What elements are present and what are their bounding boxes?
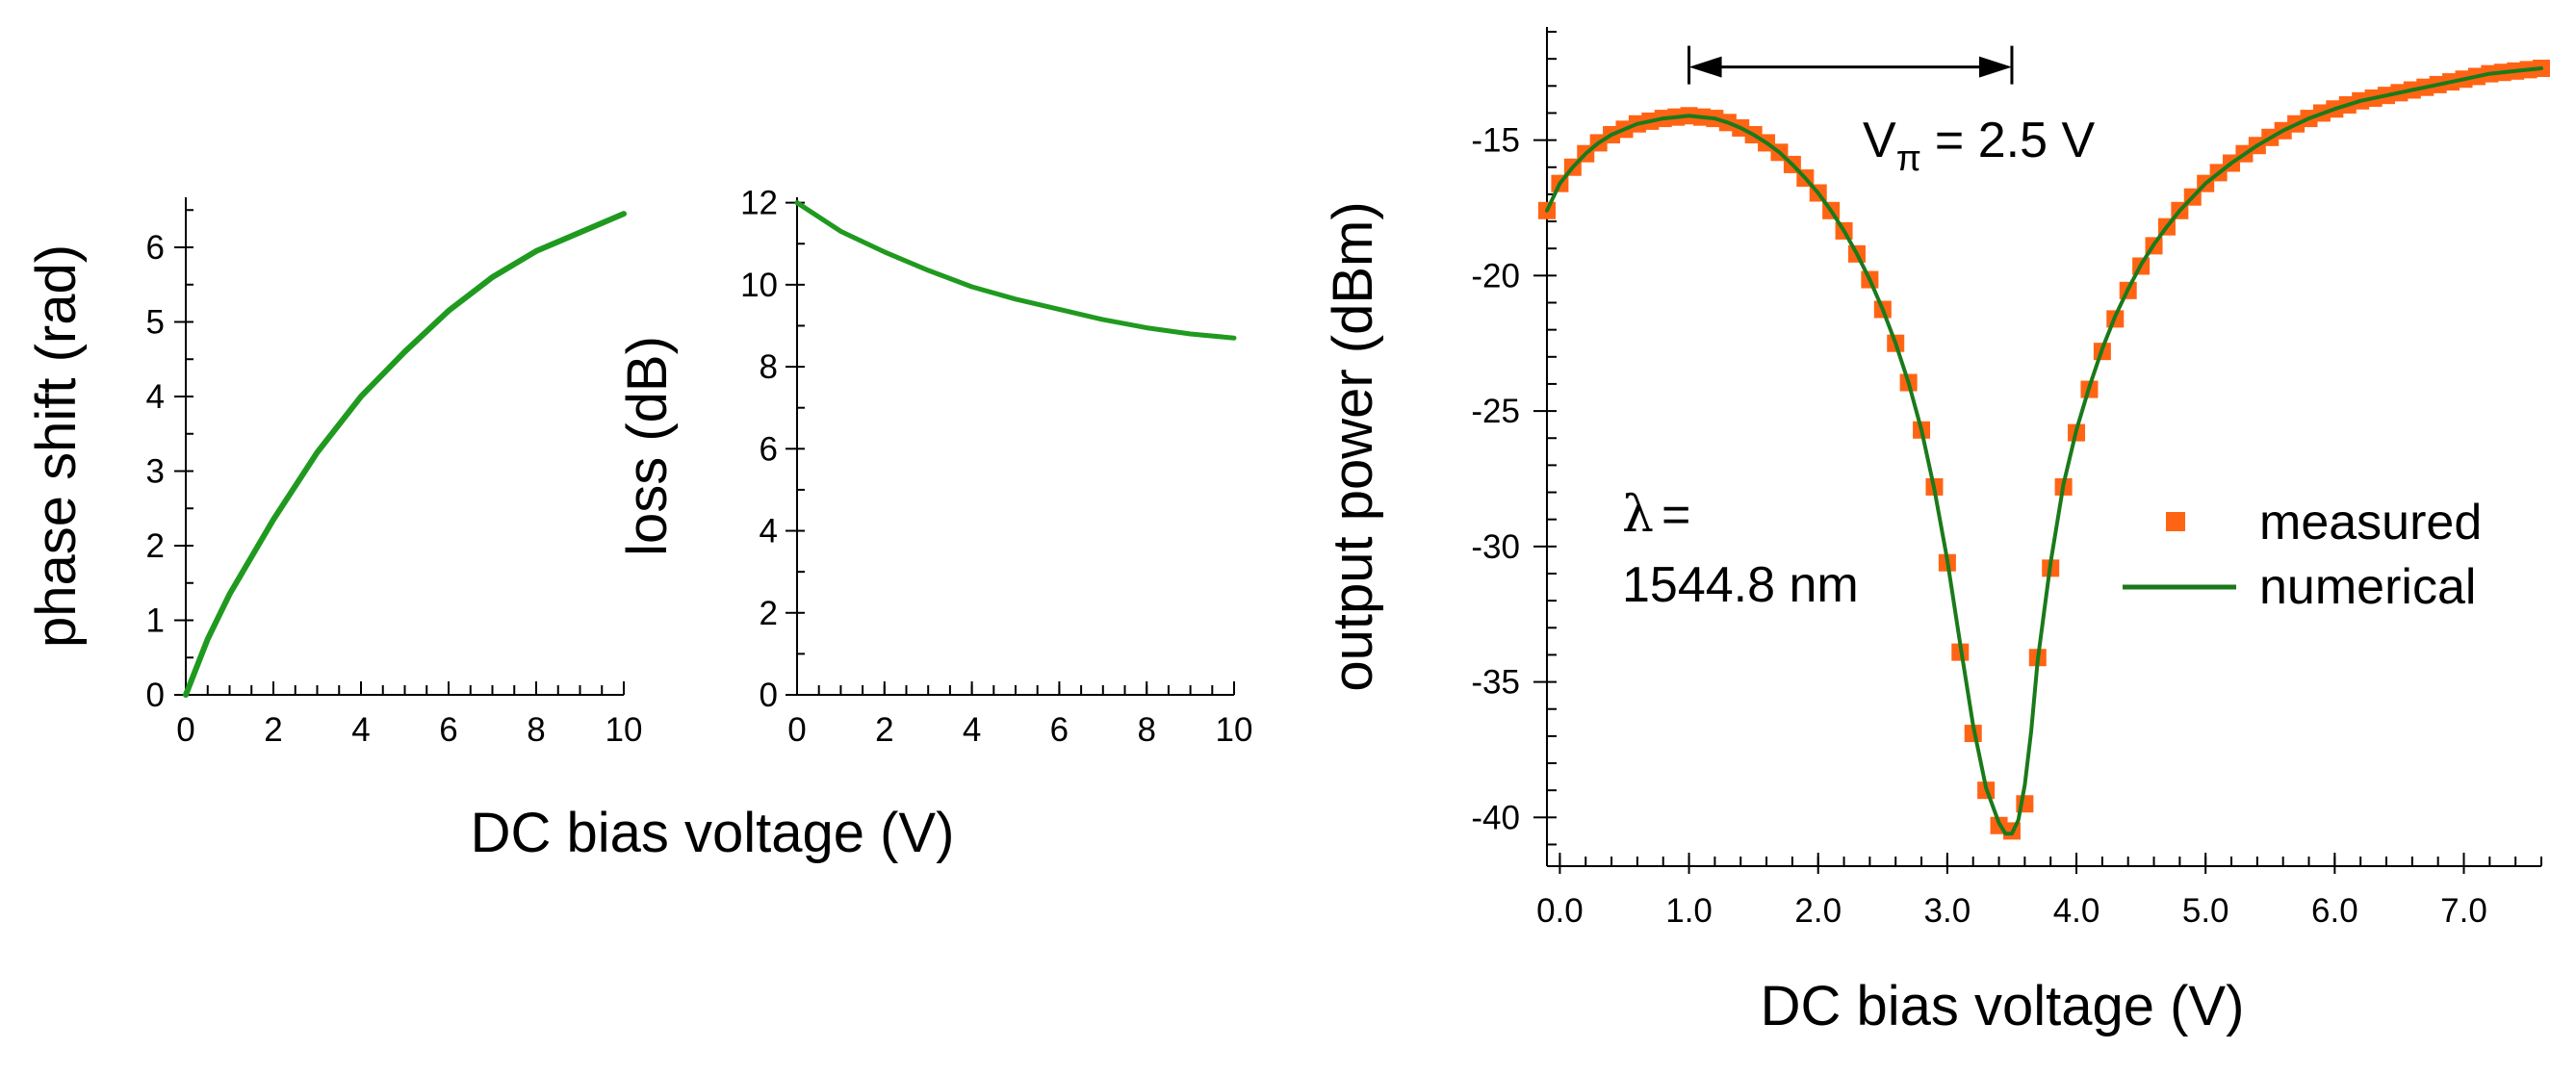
x-axis-title: DC bias voltage (V) bbox=[1761, 975, 2245, 1037]
vpi-label: Vπ = 2.5 V bbox=[1863, 113, 2095, 179]
y-axis-title: phase shift (rad) bbox=[25, 244, 88, 648]
vpi-subscript: π bbox=[1896, 139, 1921, 179]
x-tick-label: 5.0 bbox=[2182, 892, 2229, 930]
x-tick-label: 3.0 bbox=[1924, 892, 1971, 930]
legend-measured-marker bbox=[2166, 512, 2185, 531]
vpi-symbol: V bbox=[1863, 113, 1896, 168]
x-tick-label: 0 bbox=[787, 711, 806, 749]
x-tick-label: 10 bbox=[1216, 711, 1253, 749]
y-tick-label: 2 bbox=[760, 595, 778, 632]
lambda-equals: = bbox=[1662, 487, 1690, 543]
chart-output-power: 0.0 1.0 2.0 3.0 4.0 5.0 6.0 7.0 -15 -20 -25 -30 -35 -… bbox=[1322, 27, 2550, 1037]
x-tick-label: 8 bbox=[527, 711, 545, 749]
y-tick-label: -35 bbox=[1471, 664, 1520, 702]
x-tick-label: 10 bbox=[605, 711, 643, 749]
x-tick-label: 1.0 bbox=[1665, 892, 1713, 930]
chart-phase-shift: 0 2 4 6 8 10 0 1 2 3 4 5 6 phase shift (rad) bbox=[25, 197, 642, 749]
vpi-arrow-head-right bbox=[1978, 56, 2012, 78]
x-tick-label: 2 bbox=[875, 711, 893, 749]
x-tick-label: 6 bbox=[439, 711, 457, 749]
numerical-line bbox=[1545, 66, 2543, 836]
x-tick-label: 6 bbox=[1050, 711, 1069, 749]
y-tick-label: 0 bbox=[760, 677, 778, 714]
legend: measured numerical bbox=[2123, 495, 2482, 615]
x-tick-label: 0.0 bbox=[1536, 892, 1584, 930]
y-axis-title: loss (dB) bbox=[616, 336, 679, 556]
series-line bbox=[794, 200, 1237, 341]
y-tick-label: 10 bbox=[740, 267, 778, 304]
y-tick-label: -20 bbox=[1471, 257, 1520, 294]
y-tick-label: -25 bbox=[1471, 393, 1520, 430]
series-line bbox=[183, 211, 627, 698]
y-tick-label: 1 bbox=[146, 602, 165, 640]
vpi-arrow-head-left bbox=[1688, 56, 1722, 78]
x-tick-label: 8 bbox=[1137, 711, 1155, 749]
x-tick-label: 7.0 bbox=[2440, 892, 2487, 930]
x-tick-label: 2.0 bbox=[1794, 892, 1842, 930]
legend-numerical-label: numerical bbox=[2259, 559, 2476, 615]
x-tick-label: 4.0 bbox=[2053, 892, 2100, 930]
lambda-label: λ = bbox=[1622, 486, 1690, 544]
y-tick-label: -40 bbox=[1471, 799, 1520, 836]
x-tick-label: 4 bbox=[963, 711, 981, 749]
y-tick-label: 4 bbox=[760, 513, 778, 550]
legend-measured-label: measured bbox=[2259, 495, 2482, 550]
lambda-symbol: λ bbox=[1622, 486, 1654, 544]
x-tick-label: 6.0 bbox=[2311, 892, 2358, 930]
y-tick-label: 4 bbox=[146, 378, 165, 416]
y-tick-label: 3 bbox=[146, 453, 165, 491]
y-tick-label: 12 bbox=[740, 185, 778, 222]
y-axis-title: output power (dBm) bbox=[1322, 201, 1384, 691]
shared-x-axis-title: DC bias voltage (V) bbox=[471, 802, 955, 864]
y-tick-label: -15 bbox=[1471, 122, 1520, 160]
lambda-value: 1544.8 nm bbox=[1622, 557, 1859, 613]
chart-loss: 0 2 4 6 8 10 0 2 4 6 8 10 12 loss (dB) bbox=[616, 185, 1252, 749]
y-tick-label: 2 bbox=[146, 527, 165, 565]
y-tick-label: 5 bbox=[146, 304, 165, 342]
y-tick-label: -30 bbox=[1471, 528, 1520, 566]
x-tick-label: 4 bbox=[351, 711, 370, 749]
x-tick-label: 0 bbox=[176, 711, 194, 749]
y-tick-label: 0 bbox=[146, 677, 165, 714]
y-tick-label: 6 bbox=[760, 430, 778, 468]
y-tick-label: 8 bbox=[760, 348, 778, 386]
x-tick-label: 2 bbox=[264, 711, 282, 749]
y-tick-label: 6 bbox=[146, 229, 165, 267]
vpi-value: = 2.5 V bbox=[1935, 113, 2096, 168]
